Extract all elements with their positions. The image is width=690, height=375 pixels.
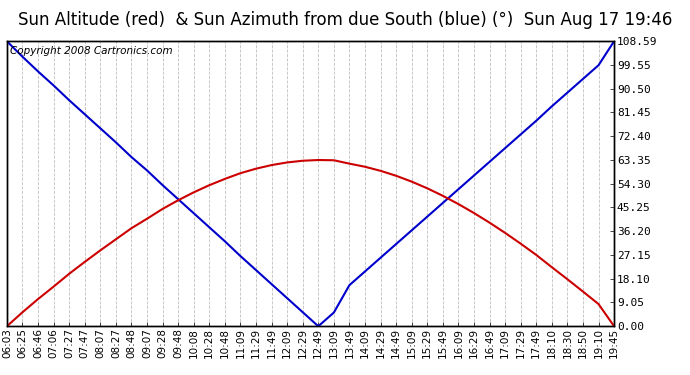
Text: Copyright 2008 Cartronics.com: Copyright 2008 Cartronics.com [10,45,172,56]
Text: Sun Altitude (red)  & Sun Azimuth from due South (blue) (°)  Sun Aug 17 19:46: Sun Altitude (red) & Sun Azimuth from du… [18,11,672,29]
